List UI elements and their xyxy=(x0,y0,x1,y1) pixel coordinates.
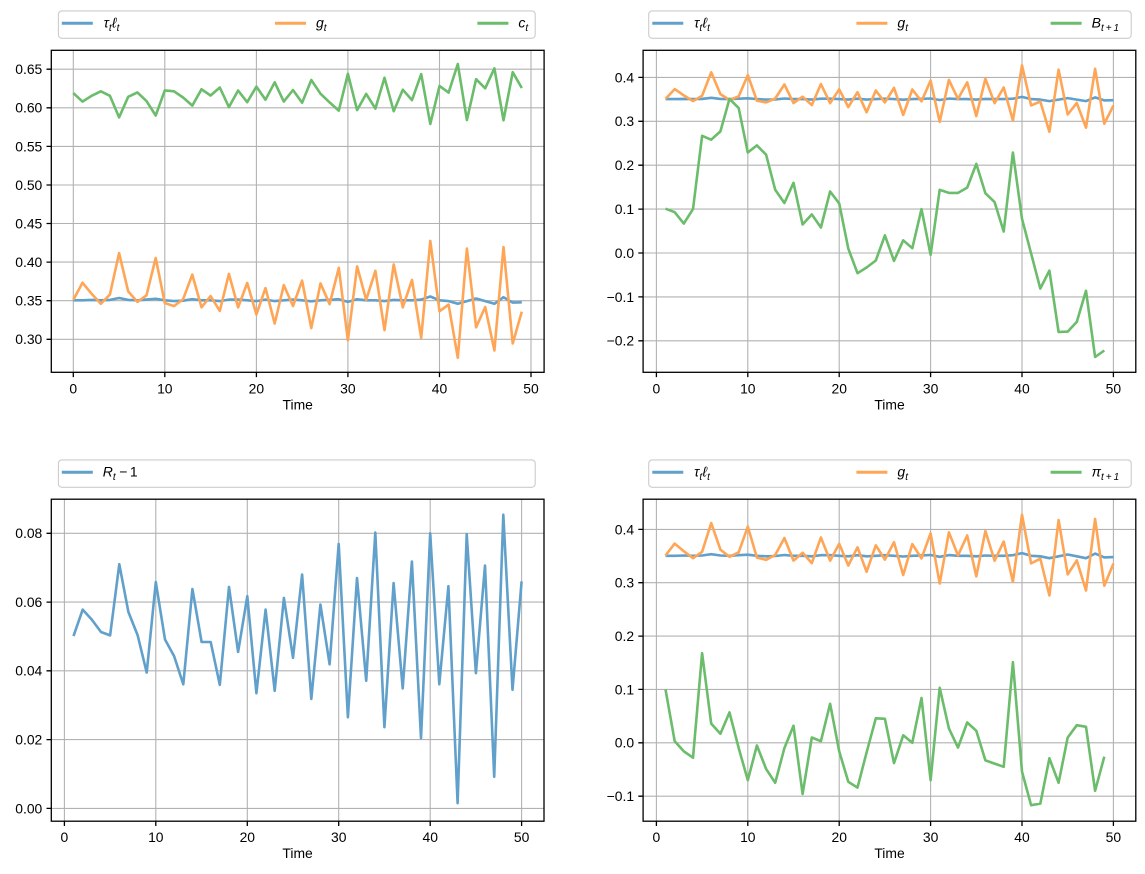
svg-text:0.45: 0.45 xyxy=(15,215,42,231)
svg-text:0.50: 0.50 xyxy=(15,177,42,193)
svg-text:0.0: 0.0 xyxy=(615,735,635,751)
svg-text:0: 0 xyxy=(61,829,69,845)
svg-text:gt: gt xyxy=(897,463,909,482)
svg-text:−0.2: −0.2 xyxy=(607,333,635,349)
svg-text:0.08: 0.08 xyxy=(15,525,42,541)
svg-text:0: 0 xyxy=(69,380,77,396)
svg-text:ct: ct xyxy=(518,14,529,33)
svg-text:0.4: 0.4 xyxy=(615,521,635,537)
svg-text:Time: Time xyxy=(282,845,313,861)
svg-text:0.04: 0.04 xyxy=(15,663,42,679)
svg-text:20: 20 xyxy=(249,380,265,396)
svg-text:0.4: 0.4 xyxy=(615,69,635,85)
svg-text:0.2: 0.2 xyxy=(615,628,635,644)
svg-text:0.1: 0.1 xyxy=(615,681,635,697)
svg-text:40: 40 xyxy=(1014,829,1030,845)
svg-text:Time: Time xyxy=(874,845,905,861)
svg-text:0.06: 0.06 xyxy=(15,594,42,610)
svg-text:20: 20 xyxy=(240,829,256,845)
svg-text:10: 10 xyxy=(740,829,756,845)
svg-text:0.30: 0.30 xyxy=(15,331,42,347)
svg-text:Time: Time xyxy=(874,396,905,412)
svg-text:30: 30 xyxy=(340,380,356,396)
svg-text:30: 30 xyxy=(331,829,347,845)
svg-text:0.35: 0.35 xyxy=(15,293,42,309)
svg-text:0.60: 0.60 xyxy=(15,100,42,116)
svg-text:10: 10 xyxy=(148,829,164,845)
svg-text:gt: gt xyxy=(897,14,909,33)
svg-text:0: 0 xyxy=(653,829,661,845)
svg-text:gt: gt xyxy=(316,14,328,33)
svg-text:30: 30 xyxy=(923,829,939,845)
svg-text:40: 40 xyxy=(432,380,448,396)
svg-text:τtℓt: τtℓt xyxy=(694,463,711,482)
svg-text:50: 50 xyxy=(1106,829,1122,845)
svg-text:50: 50 xyxy=(1106,380,1122,396)
svg-text:0.2: 0.2 xyxy=(615,157,635,173)
svg-text:40: 40 xyxy=(1014,380,1030,396)
svg-text:0.40: 0.40 xyxy=(15,254,42,270)
svg-text:0.1: 0.1 xyxy=(615,201,635,217)
svg-text:0.65: 0.65 xyxy=(15,61,42,77)
svg-text:0: 0 xyxy=(653,380,661,396)
svg-text:τtℓt: τtℓt xyxy=(694,14,711,33)
svg-text:0.55: 0.55 xyxy=(15,138,42,154)
svg-text:0.00: 0.00 xyxy=(15,800,42,816)
svg-text:10: 10 xyxy=(157,380,173,396)
svg-text:Time: Time xyxy=(283,396,314,412)
svg-text:20: 20 xyxy=(831,380,847,396)
svg-text:0.3: 0.3 xyxy=(615,575,635,591)
svg-text:10: 10 xyxy=(740,380,756,396)
svg-text:40: 40 xyxy=(422,829,438,845)
svg-text:−0.1: −0.1 xyxy=(607,788,635,804)
svg-text:Rt−1: Rt −1 xyxy=(103,463,138,482)
svg-text:50: 50 xyxy=(523,380,539,396)
svg-text:0.02: 0.02 xyxy=(15,732,42,748)
svg-text:20: 20 xyxy=(831,829,847,845)
svg-text:0.3: 0.3 xyxy=(615,113,635,129)
svg-text:−0.1: −0.1 xyxy=(607,289,635,305)
svg-text:50: 50 xyxy=(514,829,530,845)
svg-text:30: 30 xyxy=(923,380,939,396)
svg-text:τtℓt: τtℓt xyxy=(104,14,121,33)
svg-text:0.0: 0.0 xyxy=(615,245,635,261)
